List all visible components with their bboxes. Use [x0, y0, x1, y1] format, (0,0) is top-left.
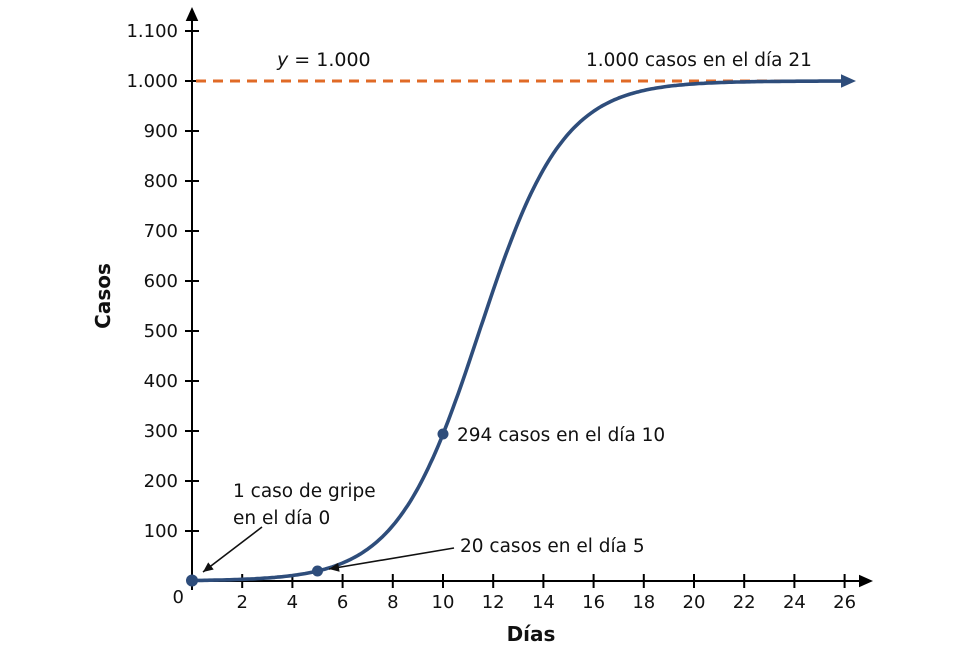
y-tick-label: 1.000: [126, 71, 178, 92]
logistic-curve: [190, 79, 844, 583]
x-tick-label: 14: [532, 592, 555, 613]
y-tick-label: 100: [144, 521, 178, 542]
y-tick-label: 1.100: [126, 21, 178, 42]
x-tick-label: 20: [683, 592, 706, 613]
y-tick-label: 800: [144, 171, 178, 192]
annotation-arrow-line-day0: [202, 526, 263, 573]
x-tick-label: 4: [287, 592, 298, 613]
x-axis-arrow: [859, 574, 873, 588]
y-tick-label: 700: [144, 221, 178, 242]
y-tick-label: 600: [144, 271, 178, 292]
x-tick-label: 16: [582, 592, 605, 613]
annotation-arrowhead-day0: [203, 562, 214, 572]
annotation-day0: en el día 0: [233, 508, 330, 529]
y-axis-title: Casos: [91, 263, 115, 329]
x-tick-label: 26: [833, 592, 856, 613]
x-tick-label: 24: [783, 592, 806, 613]
data-point-day-0: [186, 574, 198, 587]
data-point-day-5: [312, 565, 323, 577]
x-tick-label: 10: [432, 592, 455, 613]
annotation-day10: 294 casos en el día 10: [457, 425, 665, 446]
annotation-day21: 1.000 casos en el día 21: [586, 50, 812, 71]
y-tick-label: 900: [144, 121, 178, 142]
y-tick-label: 200: [144, 471, 178, 492]
curve-arrow: [841, 74, 856, 88]
y-tick-label: 500: [144, 321, 178, 342]
y-tick-label: 400: [144, 371, 178, 392]
x-tick-label: 8: [387, 592, 398, 613]
x-tick-label: 2: [236, 592, 247, 613]
annotation-arrow-line-day5: [328, 547, 455, 570]
annotation-arrowhead-day5: [329, 562, 340, 572]
x-axis-title: Días: [507, 622, 556, 646]
x-tick-label: 18: [632, 592, 655, 613]
annotation-day5: 20 casos en el día 5: [460, 536, 645, 557]
x-tick-label: 12: [482, 592, 505, 613]
x-tick-label: 6: [337, 592, 348, 613]
y-axis-arrow: [185, 7, 199, 21]
data-point-day-10: [437, 428, 449, 440]
x-tick-label: 22: [733, 592, 756, 613]
origin-label: 0: [173, 587, 184, 608]
asymptote-label: y = 1.000: [276, 49, 371, 71]
annotation-day0: 1 caso de gripe: [233, 481, 376, 502]
y-tick-label: 300: [144, 421, 178, 442]
